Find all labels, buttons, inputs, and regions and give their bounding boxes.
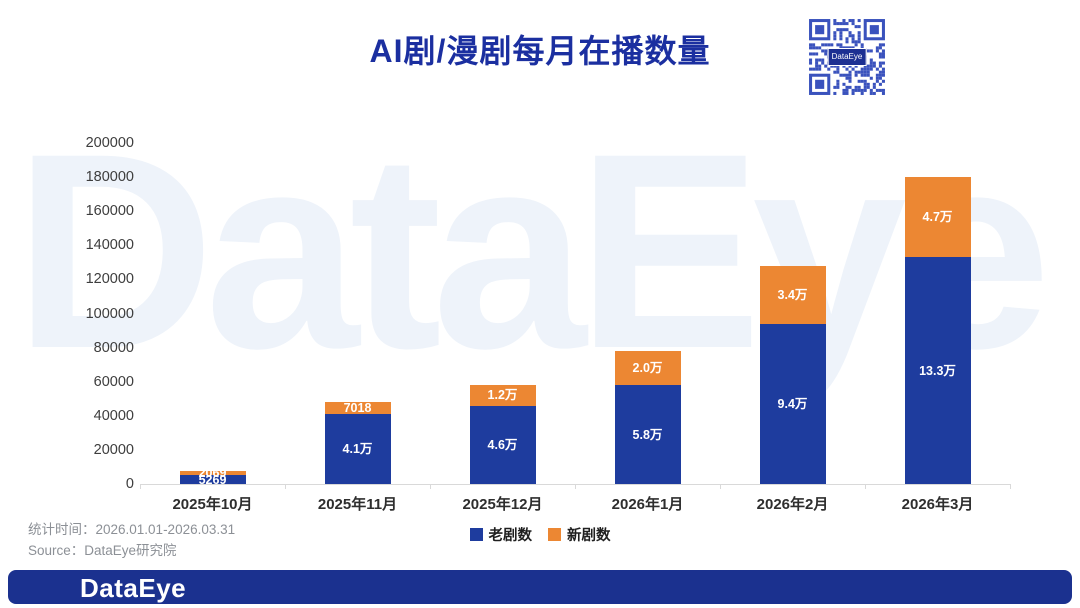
x-axis-label: 2025年10月 xyxy=(172,496,253,513)
x-axis-label: 2026年2月 xyxy=(756,496,829,513)
footer-logo: DataEye xyxy=(80,573,187,603)
stats-time-text: 统计时间：2026.01.01-2026.03.31 xyxy=(28,522,236,537)
y-axis-label: 40000 xyxy=(93,407,134,424)
legend-label: 老剧数 xyxy=(488,528,533,544)
bar-value-label: 4.1万 xyxy=(342,442,373,457)
bar-value-label: 4.7万 xyxy=(922,210,953,225)
bar-segment-old xyxy=(324,414,391,484)
legend-item-old: 老剧数 xyxy=(469,524,533,545)
legend-label: 新剧数 xyxy=(567,528,611,544)
y-axis-label: 120000 xyxy=(85,271,134,288)
bar-value-label: 2069 xyxy=(198,466,227,481)
bar-segment-old xyxy=(614,385,681,484)
source-text: Source：DataEye研究院 xyxy=(28,543,177,558)
axis-tick xyxy=(720,484,721,489)
y-axis-label: 60000 xyxy=(93,373,134,390)
axis-tick xyxy=(865,484,866,489)
bar-segment-old xyxy=(904,257,971,484)
y-axis-label: 80000 xyxy=(93,339,134,356)
axis-tick xyxy=(1010,484,1011,489)
chart-legend: 老剧数 新剧数 xyxy=(0,524,1080,545)
y-axis-label: 200000 xyxy=(85,135,134,151)
bar-value-label: 5269 xyxy=(198,472,227,487)
axis-tick xyxy=(575,484,576,489)
bar-value-label: 9.4万 xyxy=(777,396,808,411)
axis-tick xyxy=(285,484,286,489)
y-axis-label: 100000 xyxy=(85,305,134,322)
watermark-text: DataEye xyxy=(14,95,1051,406)
bar-value-label: 5.8万 xyxy=(632,427,663,442)
y-axis-label: 160000 xyxy=(85,203,134,220)
bar-segment-old xyxy=(759,323,826,484)
legend-swatch xyxy=(548,528,561,541)
legend-item-new: 新剧数 xyxy=(548,524,611,545)
axis-tick xyxy=(430,484,431,489)
y-axis-label: 140000 xyxy=(85,237,134,254)
bar-segment-new xyxy=(904,177,971,258)
bar-segment-new xyxy=(324,402,391,415)
footer-bar: DataEye xyxy=(8,570,1072,604)
x-axis-label: 2025年11月 xyxy=(317,496,398,513)
legend-swatch xyxy=(469,528,483,541)
y-axis-label: 20000 xyxy=(93,441,134,458)
x-axis-label: 2026年1月 xyxy=(611,496,684,513)
bar-segment-old xyxy=(179,475,246,484)
bar-value-label: 13.3万 xyxy=(919,363,956,378)
qr-code: DataEye xyxy=(806,16,888,98)
bar-value-label: 3.4万 xyxy=(777,287,808,302)
y-axis-label: 180000 xyxy=(85,169,134,186)
bar-segment-old xyxy=(469,405,536,484)
y-axis-label: 0 xyxy=(125,476,134,492)
bar-value-label: 1.2万 xyxy=(487,388,518,403)
chart-title: AI剧/漫剧每月在播数量 xyxy=(369,33,711,69)
bar-value-label: 2.0万 xyxy=(632,361,663,376)
x-axis-label: 2025年12月 xyxy=(462,496,543,513)
meta-block: 统计时间：2026.01.01-2026.03.31 Source：DataEy… xyxy=(28,519,235,561)
bar-segment-new xyxy=(179,471,246,475)
bar-segment-new xyxy=(614,351,681,386)
axis-tick xyxy=(140,484,141,489)
bar-segment-new xyxy=(469,385,536,406)
bar-value-label: 7018 xyxy=(343,401,372,416)
qr-pattern xyxy=(809,19,885,95)
bar-segment-new xyxy=(759,265,826,324)
bar-value-label: 4.6万 xyxy=(487,437,518,452)
qr-center-logo: DataEye xyxy=(827,48,867,66)
x-axis-label: 2026年3月 xyxy=(901,496,974,513)
